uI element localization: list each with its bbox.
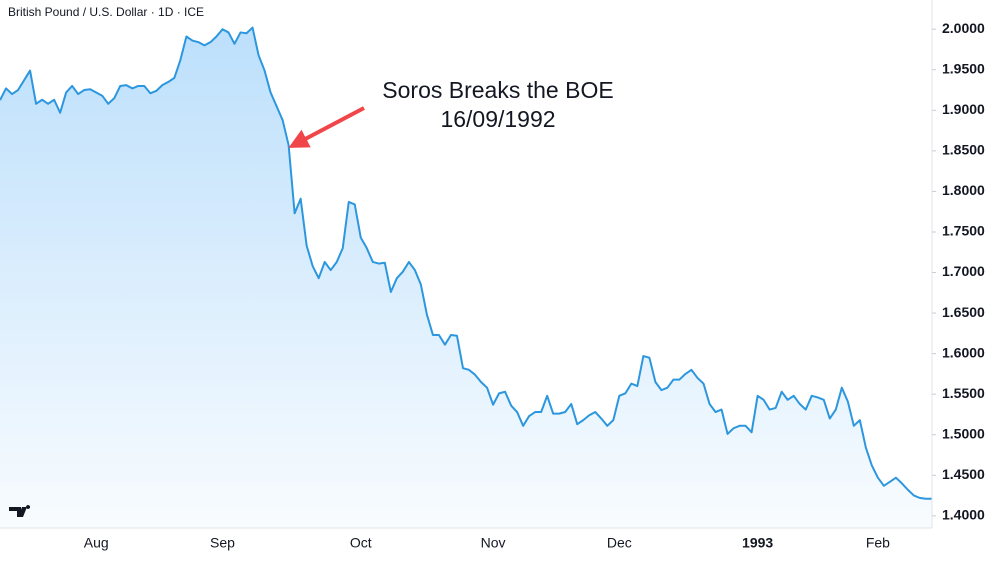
logo bbox=[9, 505, 31, 517]
y-tick-label: 1.8000 bbox=[942, 182, 985, 198]
annotation-arrow bbox=[288, 106, 365, 148]
x-tick-label: 1993 bbox=[742, 535, 773, 551]
x-tick-label: Sep bbox=[210, 535, 235, 551]
y-tick-label: 2.0000 bbox=[942, 20, 985, 36]
annotation-text: 16/09/1992 bbox=[440, 106, 555, 132]
chart-title: British Pound / U.S. Dollar · 1D · ICE bbox=[8, 5, 204, 19]
y-tick-label: 1.9500 bbox=[942, 60, 985, 76]
y-tick-label: 1.5000 bbox=[942, 425, 985, 441]
y-tick-label: 1.4000 bbox=[942, 507, 985, 523]
y-tick-label: 1.9000 bbox=[942, 101, 985, 117]
x-tick-label: Nov bbox=[481, 535, 506, 551]
plot-area bbox=[0, 26, 932, 529]
x-tick-label: Feb bbox=[866, 535, 890, 551]
price-line bbox=[0, 26, 932, 500]
annotation-text: Soros Breaks the BOE bbox=[382, 77, 613, 103]
y-tick-label: 1.7000 bbox=[942, 263, 985, 279]
x-tick-label: Dec bbox=[607, 535, 632, 551]
y-tick-label: 1.6500 bbox=[942, 304, 985, 320]
x-tick-label: Oct bbox=[350, 535, 372, 551]
y-tick-label: 1.8500 bbox=[942, 142, 985, 158]
y-tick-label: 1.5500 bbox=[942, 385, 985, 401]
y-tick-label: 1.6000 bbox=[942, 344, 985, 360]
y-tick-label: 1.7500 bbox=[942, 223, 985, 239]
y-tick-label: 1.4500 bbox=[942, 466, 985, 482]
area-fill bbox=[0, 27, 932, 529]
x-tick-label: Aug bbox=[84, 535, 109, 551]
